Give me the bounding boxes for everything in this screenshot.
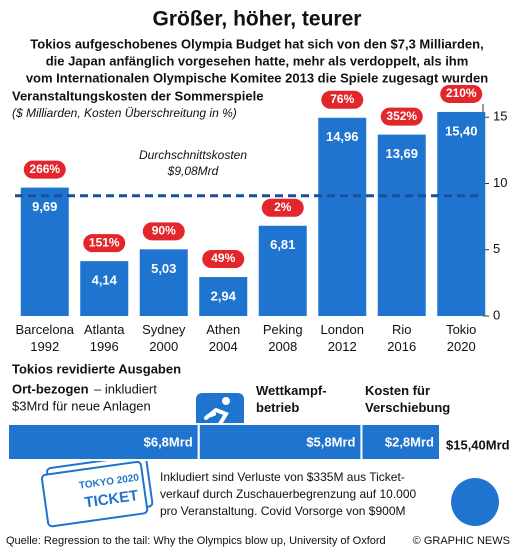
chart-subtitle: ($ Milliarden, Kosten Überschreitung in … — [12, 106, 237, 120]
overrun-pill — [321, 90, 364, 109]
overrun-pill — [142, 222, 185, 241]
subtitle: die Japan anfänglich vorgesehen hatte, m… — [46, 53, 469, 68]
value-label: 4,14 — [92, 273, 118, 288]
virus-icon — [451, 478, 499, 526]
bar-segment — [7, 423, 200, 461]
x-tick-label: Barcelona 1992 — [15, 322, 74, 354]
x-tick-label: London 2012 — [321, 322, 364, 354]
series-label: Wettkampf-betrieb — [256, 383, 327, 415]
x-tick-label: Tokio 2020 — [446, 322, 476, 354]
series-label: Ort-bezogen — [12, 381, 89, 396]
y-tick-label: 15 — [493, 109, 507, 124]
bar — [437, 111, 486, 316]
bar — [199, 277, 248, 316]
overrun-pill — [23, 160, 66, 179]
overrun-label: 76% — [330, 92, 354, 106]
bar — [377, 134, 426, 316]
chart-title: Veranstaltungskosten der Sommerspiele — [12, 88, 263, 103]
subtitle: vom Internationalen Olympische Komitee 2… — [26, 70, 488, 85]
chart-title: Tokios revidierte Ausgaben — [12, 361, 181, 376]
value-label: 2,94 — [211, 288, 237, 303]
bar — [80, 261, 129, 316]
bar — [139, 249, 188, 316]
value-label: 6,81 — [270, 237, 295, 252]
series-note: – inkludiert — [94, 381, 157, 396]
y-tick-label: 0 — [493, 307, 500, 322]
x-tick-label: Peking 2008 — [263, 322, 303, 354]
overrun-label: 49% — [211, 251, 235, 265]
value-label: $6,8Mrd — [144, 434, 193, 449]
overrun-label: 2% — [274, 200, 292, 214]
overrun-pill — [440, 84, 483, 103]
credit: © GRAPHIC NEWS — [413, 535, 510, 547]
subtitle: Tokios aufgeschobenes Olympia Budget hat… — [30, 36, 483, 51]
overrun-pill — [261, 198, 304, 217]
x-tick-label: Rio 2016 — [387, 322, 416, 354]
overrun-label: 352% — [386, 109, 417, 123]
x-tick-label: Atlanta 1996 — [84, 322, 125, 354]
total-label: $15,40Mrd — [446, 437, 510, 452]
y-tick-label: 5 — [493, 241, 500, 256]
average-value-label: $9,08Mrd — [167, 164, 219, 178]
footnote: Inkludiert sind Verluste von $335M aus T… — [160, 470, 405, 484]
bar — [20, 187, 69, 316]
bar-segment — [360, 423, 442, 461]
overrun-pill — [380, 107, 423, 126]
value-label: $5,8Mrd — [306, 434, 355, 449]
title: Größer, höher, teurer — [153, 8, 362, 31]
source: Quelle: Regression to the tail: Why the … — [6, 535, 386, 547]
x-tick-label: Athen 2004 — [206, 322, 240, 354]
footnote: pro Veranstaltung. Covid Vorsorge von $9… — [160, 504, 405, 518]
bar — [258, 225, 307, 316]
value-label: 9,69 — [32, 199, 57, 214]
series-note: $3Mrd für neue Anlagen — [12, 398, 151, 413]
overrun-pill — [83, 234, 126, 253]
value-label: 15,40 — [445, 123, 478, 138]
value-label: 5,03 — [151, 261, 176, 276]
overrun-label: 210% — [446, 86, 477, 100]
series-label: Kosten für Verschiebung — [365, 383, 450, 415]
overrun-pill — [202, 250, 245, 269]
bar — [318, 117, 367, 316]
overrun-label: 151% — [89, 235, 120, 249]
value-label: $2,8Mrd — [385, 434, 434, 449]
value-label: 13,69 — [385, 146, 418, 161]
average-label: Durchschnittskosten — [139, 148, 247, 162]
value-label: 14,96 — [326, 129, 359, 144]
overrun-label: 90% — [152, 224, 176, 238]
ticket: TOKYO 2020 TICKET — [40, 454, 154, 528]
overrun-label: 266% — [29, 162, 60, 176]
x-tick-label: Sydney 2000 — [142, 322, 186, 354]
footnote: verkauf durch Zuschauerbegrenzung auf 10… — [160, 487, 416, 501]
y-tick-label: 10 — [493, 175, 507, 190]
